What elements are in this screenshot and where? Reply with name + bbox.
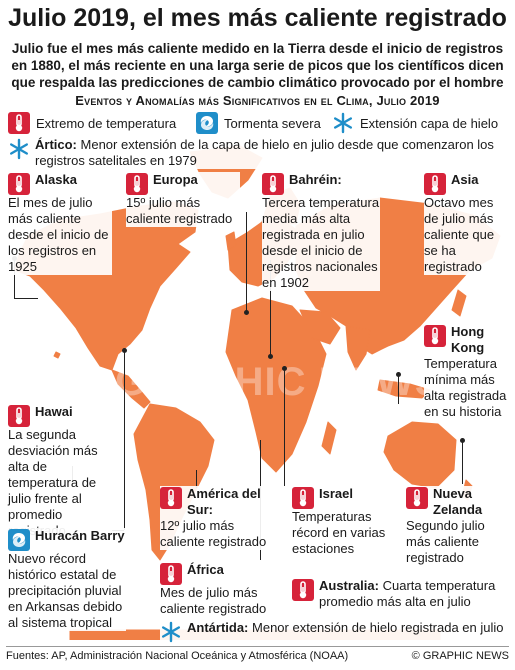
legend-ice-label: Extensión capa de hielo (360, 115, 499, 131)
hawaii-shape (53, 351, 61, 359)
event-sudamerica: América del Sur: 12º julio más caliente … (160, 486, 276, 550)
event-barry-head: Huracán Barry (35, 528, 125, 543)
india-shape (345, 325, 371, 371)
leader-sudamerica (196, 470, 197, 488)
arabia-shape (299, 309, 341, 345)
event-asia-text: Octavo mes de julio más caliente que se … (424, 195, 495, 274)
event-africa: África Mes de julio más caliente registr… (160, 562, 290, 617)
leader-alaska (14, 258, 15, 298)
thermometer-icon (424, 173, 446, 195)
snowflake-icon (160, 621, 182, 643)
thermometer-icon (8, 112, 30, 134)
snowflake-icon (8, 138, 30, 160)
event-hawai-text: La segunda desviación más alta de temper… (8, 427, 98, 538)
event-nuevazelanda-head: Nueva Zelanda (433, 486, 483, 517)
marker-hongkong (396, 372, 401, 377)
event-australia-text: Cuarta temperatura promedio más alta en … (319, 578, 496, 609)
marker-bahrein (268, 354, 273, 359)
event-alaska: Alaska El mes de julio más caliente desd… (8, 172, 112, 275)
event-israel-head: Israel (319, 486, 353, 501)
thermometer-icon (126, 173, 148, 195)
marker-israel (282, 366, 287, 371)
footer-divider (6, 646, 509, 647)
event-sudamerica-text: 12º julio más caliente registrado (160, 518, 267, 549)
leader-europa (246, 212, 247, 312)
event-hawai: Hawai La segunda desviación más alta de … (8, 404, 112, 539)
madagascar-shape (321, 421, 337, 455)
thermometer-icon (406, 487, 428, 509)
event-hawai-head: Hawai (35, 404, 73, 419)
event-antartida-text: Menor extensión de hielo registrada en j… (252, 620, 504, 635)
event-africa-head: África (187, 562, 224, 577)
leader-barry (124, 350, 125, 530)
legend-ice: Extensión capa de hielo (332, 112, 498, 134)
thermometer-icon (8, 173, 30, 195)
leader-hongkong (398, 374, 399, 404)
event-bahrein-text: Tercera temperatura media más alta regis… (262, 195, 380, 290)
event-asia-head: Asia (451, 172, 479, 187)
event-israel: Israel Temperaturas récord en varias est… (292, 486, 390, 557)
event-hongkong-head: Hong Kong (451, 324, 485, 355)
event-bahrein: Bahréin: Tercera temperatura media más a… (262, 172, 380, 291)
event-sudamerica-head: América del Sur: (187, 486, 261, 517)
event-europa: Europa 15º julio más caliente registrado (126, 172, 240, 227)
event-artico-text: Menor extensión de la capa de hielo en j… (35, 137, 494, 168)
marker-barry (122, 348, 127, 353)
snowflake-icon (332, 112, 354, 134)
event-africa-text: Mes de julio más caliente registrado (160, 585, 267, 616)
marker-nz (460, 438, 465, 443)
leader-nz (462, 440, 463, 484)
leader-alaska-h (14, 298, 38, 299)
legend-temperature-label: Extremo de temperatura (36, 115, 177, 131)
leader-bahrein (270, 260, 271, 356)
event-antartida: Antártida: Menor extensión de hielo regi… (160, 620, 510, 643)
event-barry-text: Nuevo récord histórico estatal de precip… (8, 551, 123, 630)
footer-credit: © GRAPHIC NEWS (411, 650, 509, 662)
event-artico-head: Ártico: (35, 137, 77, 152)
event-israel-text: Temperaturas récord en varias estaciones (292, 509, 386, 556)
event-hongkong-text: Temperatura mínima más alta registrada e… (424, 356, 507, 419)
indonesia-shape (377, 379, 431, 399)
thermometer-icon (160, 563, 182, 585)
event-nuevazelanda: Nueva Zelanda Segundo julio más caliente… (406, 486, 510, 566)
legend-temperature: Extremo de temperatura (8, 112, 176, 134)
event-barry: Huracán Barry Nuevo récord histórico est… (8, 528, 126, 631)
japan-shape (451, 289, 467, 317)
marker-europa (244, 310, 249, 315)
event-nuevazelanda-text: Segundo julio más caliente registrado (406, 518, 485, 565)
event-asia: Asia Octavo mes de julio más caliente qu… (424, 172, 510, 275)
leader-israel (284, 368, 285, 486)
thermometer-icon (292, 579, 314, 601)
event-artico: Ártico: Menor extensión de la capa de hi… (8, 137, 507, 169)
storm-icon (8, 529, 30, 551)
event-europa-text: 15º julio más caliente registrado (126, 195, 233, 226)
thermometer-icon (424, 325, 446, 347)
event-alaska-text: El mes de julio más caliente desde el in… (8, 195, 109, 274)
page-subtitle: Julio fue el mes más caliente medido en … (11, 41, 504, 90)
page-title: Julio 2019, el mes más caliente registra… (8, 4, 507, 32)
event-europa-head: Europa (153, 172, 198, 187)
event-australia-head: Australia: (319, 578, 379, 593)
event-alaska-head: Alaska (35, 172, 77, 187)
australia-shape (383, 421, 457, 489)
thermometer-icon (292, 487, 314, 509)
watermark: GRAPHIC NEWS (115, 360, 443, 404)
legend-storm-label: Tormenta severa (224, 115, 321, 131)
event-antartida-head: Antártida: (187, 620, 249, 635)
thermometer-icon (8, 405, 30, 427)
section-heading: Eventos y Anomalías más Significativos e… (75, 93, 440, 108)
africa-shape (225, 297, 327, 473)
uk-shape (225, 231, 237, 251)
footer-sources: Fuentes: AP, Administración Nacional Oce… (6, 650, 349, 662)
thermometer-icon (160, 487, 182, 509)
thermometer-icon (262, 173, 284, 195)
central-america-shape (111, 369, 151, 409)
event-australia: Australia: Cuarta temperatura promedio m… (292, 578, 510, 610)
legend-storm: Tormenta severa (196, 112, 321, 134)
event-hongkong: Hong Kong Temperatura mínima más alta re… (424, 324, 512, 420)
storm-icon (196, 112, 218, 134)
event-bahrein-head: Bahréin: (289, 172, 342, 187)
